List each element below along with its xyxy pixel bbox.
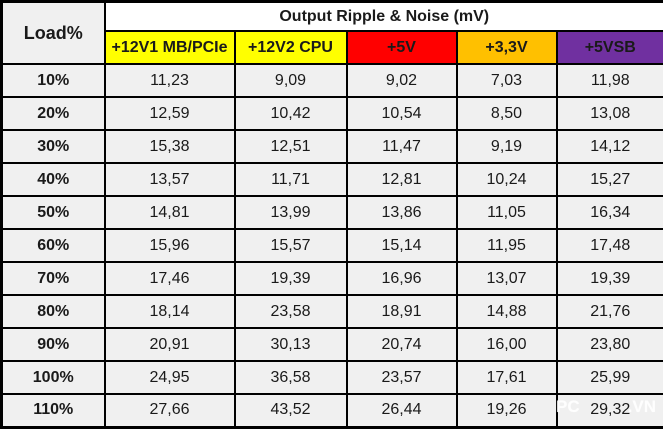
value-cell: 19,26 bbox=[457, 394, 557, 427]
load-cell: 100% bbox=[2, 361, 105, 394]
load-cell: 10% bbox=[2, 64, 105, 97]
value-cell: 11,98 bbox=[557, 64, 663, 97]
value-cell: 11,05 bbox=[457, 196, 557, 229]
value-cell: 12,59 bbox=[105, 97, 235, 130]
value-cell: 23,80 bbox=[557, 328, 663, 361]
col-header-3v3: +3,3V bbox=[457, 31, 557, 64]
value-cell: 16,34 bbox=[557, 196, 663, 229]
value-cell: 13,57 bbox=[105, 163, 235, 196]
value-cell: 20,91 bbox=[105, 328, 235, 361]
col-header-5v: +5V bbox=[347, 31, 457, 64]
col-header-12v2-cpu: +12V2 CPU bbox=[235, 31, 347, 64]
value-cell: 25,99 bbox=[557, 361, 663, 394]
table-row: 10% 11,23 9,09 9,02 7,03 11,98 bbox=[2, 64, 663, 97]
load-cell: 90% bbox=[2, 328, 105, 361]
col-header-5vsb: +5VSB bbox=[557, 31, 663, 64]
value-cell: 12,81 bbox=[347, 163, 457, 196]
value-cell: 9,02 bbox=[347, 64, 457, 97]
value-cell: 19,39 bbox=[235, 262, 347, 295]
load-cell: 50% bbox=[2, 196, 105, 229]
value-cell: 16,00 bbox=[457, 328, 557, 361]
load-cell: 40% bbox=[2, 163, 105, 196]
table-row: 90% 20,91 30,13 20,74 16,00 23,80 bbox=[2, 328, 663, 361]
table-row: 30% 15,38 12,51 11,47 9,19 14,12 bbox=[2, 130, 663, 163]
value-cell: 36,58 bbox=[235, 361, 347, 394]
table-row: 60% 15,96 15,57 15,14 11,95 17,48 bbox=[2, 229, 663, 262]
value-cell: 26,44 bbox=[347, 394, 457, 427]
value-cell: 20,74 bbox=[347, 328, 457, 361]
value-cell: 13,86 bbox=[347, 196, 457, 229]
table-row: 80% 18,14 23,58 18,91 14,88 21,76 bbox=[2, 295, 663, 328]
load-cell: 60% bbox=[2, 229, 105, 262]
value-cell: 17,48 bbox=[557, 229, 663, 262]
value-cell: 11,95 bbox=[457, 229, 557, 262]
value-cell: 15,96 bbox=[105, 229, 235, 262]
value-cell: 13,07 bbox=[457, 262, 557, 295]
value-cell: 18,91 bbox=[347, 295, 457, 328]
table-row: 70% 17,46 19,39 16,96 13,07 19,39 bbox=[2, 262, 663, 295]
value-cell: 18,14 bbox=[105, 295, 235, 328]
value-cell: 7,03 bbox=[457, 64, 557, 97]
value-cell: 29,32 bbox=[557, 394, 663, 427]
value-cell: 17,46 bbox=[105, 262, 235, 295]
row-header-label: Load% bbox=[2, 2, 105, 65]
load-cell: 20% bbox=[2, 97, 105, 130]
value-cell: 19,39 bbox=[557, 262, 663, 295]
table-row: 20% 12,59 10,42 10,54 8,50 13,08 bbox=[2, 97, 663, 130]
value-cell: 10,54 bbox=[347, 97, 457, 130]
value-cell: 11,71 bbox=[235, 163, 347, 196]
value-cell: 21,76 bbox=[557, 295, 663, 328]
value-cell: 14,88 bbox=[457, 295, 557, 328]
value-cell: 23,57 bbox=[347, 361, 457, 394]
value-cell: 23,58 bbox=[235, 295, 347, 328]
value-cell: 15,57 bbox=[235, 229, 347, 262]
table-row: 40% 13,57 11,71 12,81 10,24 15,27 bbox=[2, 163, 663, 196]
value-cell: 14,12 bbox=[557, 130, 663, 163]
table-row: 100% 24,95 36,58 23,57 17,61 25,99 bbox=[2, 361, 663, 394]
value-cell: 9,09 bbox=[235, 64, 347, 97]
value-cell: 30,13 bbox=[235, 328, 347, 361]
table-row: 110% 27,66 43,52 26,44 19,26 29,32 bbox=[2, 394, 663, 427]
value-cell: 12,51 bbox=[235, 130, 347, 163]
value-cell: 10,24 bbox=[457, 163, 557, 196]
col-header-12v1-mb-pcie: +12V1 MB/PCIe bbox=[105, 31, 235, 64]
load-cell: 80% bbox=[2, 295, 105, 328]
value-cell: 16,96 bbox=[347, 262, 457, 295]
value-cell: 24,95 bbox=[105, 361, 235, 394]
value-cell: 10,42 bbox=[235, 97, 347, 130]
value-cell: 15,27 bbox=[557, 163, 663, 196]
value-cell: 13,08 bbox=[557, 97, 663, 130]
value-cell: 8,50 bbox=[457, 97, 557, 130]
load-cell: 70% bbox=[2, 262, 105, 295]
value-cell: 14,81 bbox=[105, 196, 235, 229]
value-cell: 11,23 bbox=[105, 64, 235, 97]
value-cell: 13,99 bbox=[235, 196, 347, 229]
value-cell: 9,19 bbox=[457, 130, 557, 163]
load-cell: 110% bbox=[2, 394, 105, 427]
value-cell: 11,47 bbox=[347, 130, 457, 163]
table-row: 50% 14,81 13,99 13,86 11,05 16,34 bbox=[2, 196, 663, 229]
load-cell: 30% bbox=[2, 130, 105, 163]
value-cell: 43,52 bbox=[235, 394, 347, 427]
table-title: Output Ripple & Noise (mV) bbox=[105, 2, 663, 32]
value-cell: 17,61 bbox=[457, 361, 557, 394]
value-cell: 27,66 bbox=[105, 394, 235, 427]
value-cell: 15,38 bbox=[105, 130, 235, 163]
value-cell: 15,14 bbox=[347, 229, 457, 262]
